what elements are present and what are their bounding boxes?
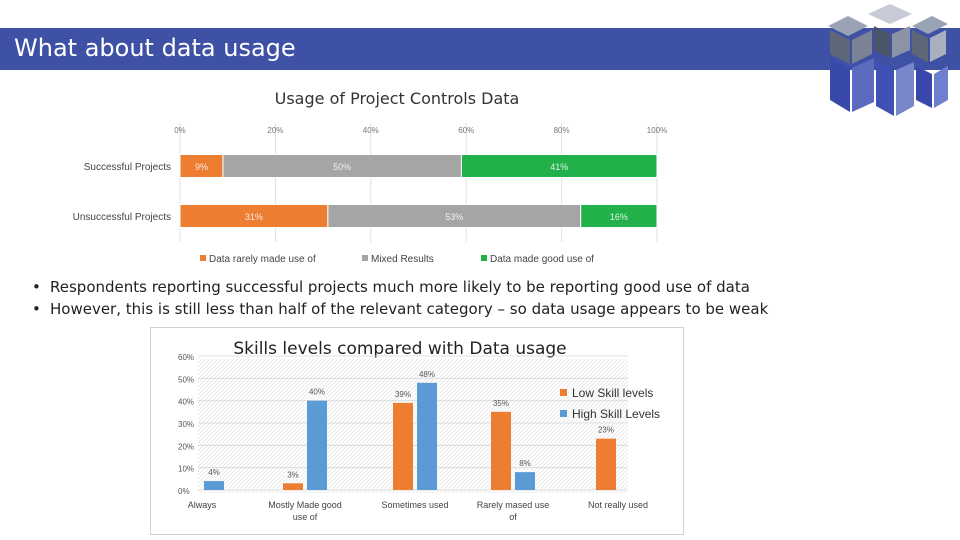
chart1-legend: Data rarely made use of Mixed Results Data…: [200, 254, 594, 265]
chart1-categories: Successful Projects Unsuccessful Projects: [73, 162, 171, 223]
x-tick-label: 80%: [554, 126, 570, 135]
column-bar: [204, 481, 224, 490]
chart2-categories: Always Mostly Made good use of Sometimes us…: [188, 500, 648, 522]
x-tick-label: 0%: [174, 126, 186, 135]
data-label: 31%: [245, 212, 263, 222]
bullet-item: • However, this is still less than half o…: [32, 300, 769, 318]
skills-chart: Skills levels compared with Data usage 0…: [178, 339, 648, 522]
column-bar: [515, 472, 535, 490]
data-label: 35%: [493, 399, 509, 408]
category-label: Rarely mased use: [477, 500, 550, 510]
data-label: 48%: [419, 370, 435, 379]
chart2-bars: 4% 3% 40% 39% 48% 35% 8% 23%: [204, 370, 616, 490]
column-bar: [417, 382, 437, 490]
chart2-legend: Low Skill levels High Skill Levels: [560, 382, 660, 424]
y-tick-label: 30%: [178, 420, 194, 429]
legend-label: Mixed Results: [371, 254, 434, 265]
data-label: 53%: [445, 212, 463, 222]
chart1-bars: 9% 50% 41% 31% 53% 16%: [179, 154, 658, 228]
slide-title: What about data usage: [14, 34, 296, 62]
legend-swatch: [481, 255, 487, 261]
column-bar: [491, 411, 511, 490]
data-label: 50%: [333, 162, 351, 172]
data-label: 4%: [208, 468, 220, 477]
column-bar: [393, 402, 413, 490]
column-bar: [283, 483, 303, 490]
x-tick-label: 20%: [267, 126, 283, 135]
legend-swatch: [200, 255, 206, 261]
data-label: 9%: [195, 162, 208, 172]
chart2-y-ticks: 0% 10% 20% 30% 40% 50% 60%: [178, 353, 194, 496]
usage-chart: Usage of Project Controls Data 0% 20% 40% 6…: [73, 89, 668, 265]
legend-label: Data rarely made use of: [209, 254, 316, 265]
category-label: Sometimes used: [381, 500, 448, 510]
data-label: 39%: [395, 390, 411, 399]
category-label: Mostly Made good: [268, 500, 342, 510]
bullet-item: • Respondents reporting successful projec…: [32, 278, 750, 296]
category-label: of: [509, 512, 517, 522]
legend-item-high: High Skill Levels: [560, 403, 660, 424]
y-tick-label: 10%: [178, 465, 194, 474]
data-label: 16%: [610, 212, 628, 222]
category-label: use of: [293, 512, 318, 522]
y-tick-label: 0%: [178, 487, 190, 496]
x-tick-label: 40%: [363, 126, 379, 135]
category-label: Successful Projects: [84, 162, 171, 173]
bar-segment: [580, 204, 658, 228]
bullet-list: • Respondents reporting successful projec…: [32, 276, 769, 320]
cube-logo-icon: [828, 4, 948, 116]
data-label: 23%: [598, 426, 614, 435]
column-bar: [307, 400, 327, 490]
y-tick-label: 60%: [178, 353, 194, 362]
legend-label: Data made good use of: [490, 254, 594, 265]
slide-header: What about data usage: [0, 28, 960, 70]
category-label: Unsuccessful Projects: [73, 212, 171, 223]
legend-swatch: [362, 255, 368, 261]
data-label: 8%: [519, 459, 531, 468]
chart1-title: Usage of Project Controls Data: [275, 89, 520, 108]
legend-item-low: Low Skill levels: [560, 382, 660, 403]
data-label: 3%: [287, 470, 299, 479]
bar-segment: [460, 154, 658, 178]
x-tick-label: 60%: [458, 126, 474, 135]
x-tick-label: 100%: [647, 126, 667, 135]
y-tick-label: 50%: [178, 375, 194, 384]
column-bar: [596, 438, 616, 490]
y-tick-label: 20%: [178, 442, 194, 451]
chart1-x-ticks: 0% 20% 40% 60% 80% 100%: [174, 126, 667, 135]
data-label: 41%: [550, 162, 568, 172]
chart2-title: Skills levels compared with Data usage: [233, 339, 566, 359]
category-label: Always: [188, 500, 217, 510]
y-tick-label: 40%: [178, 398, 194, 407]
data-label: 40%: [309, 388, 325, 397]
category-label: Not really used: [588, 500, 648, 510]
